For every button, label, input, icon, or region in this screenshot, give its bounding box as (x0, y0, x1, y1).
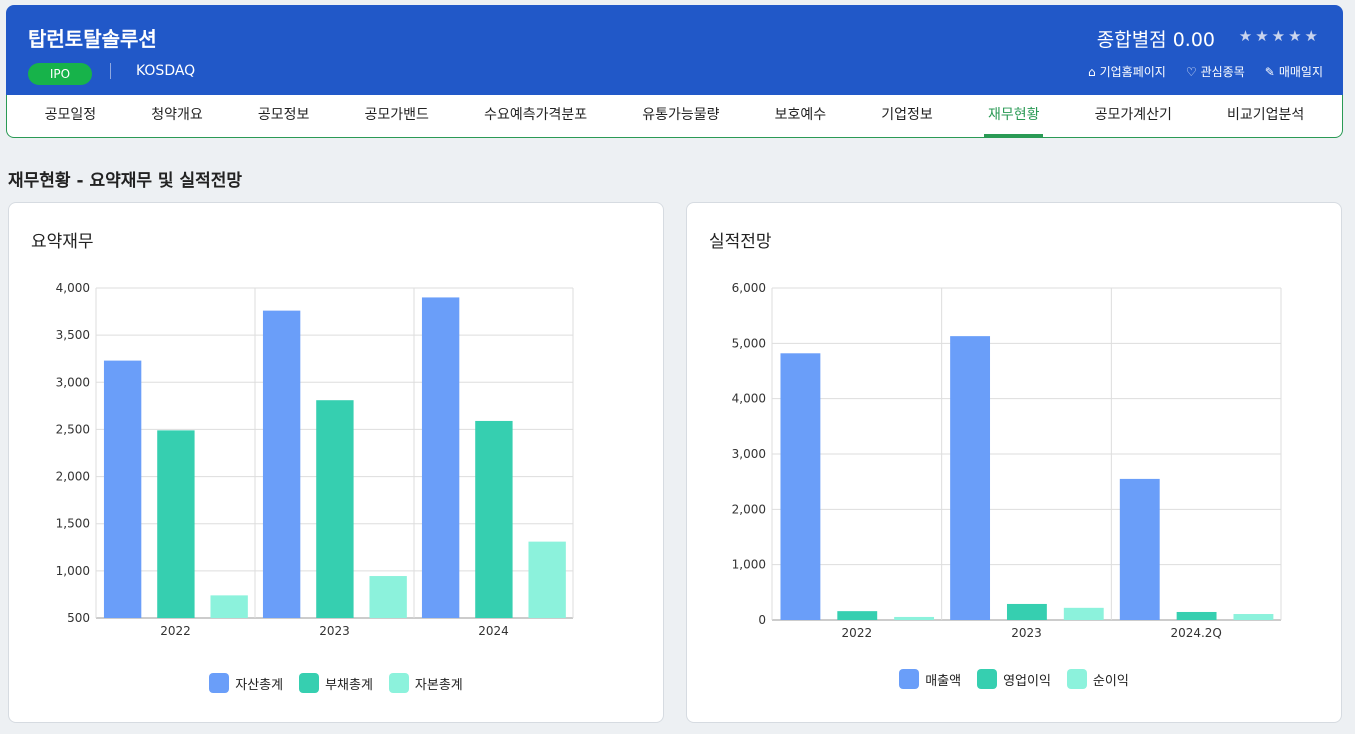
bar-부채총계-2022[interactable] (157, 430, 195, 618)
legend-item[interactable]: 자산총계 (209, 673, 283, 693)
tab-3[interactable]: 공모가밴드 (364, 107, 429, 123)
bar-부채총계-2024[interactable] (475, 420, 513, 618)
tab-2[interactable]: 공모정보 (257, 107, 310, 123)
tab-4[interactable]: 수요예측가격분포 (484, 107, 588, 123)
chart-title: 실적전망 (709, 232, 772, 252)
legend-item[interactable]: 영업이익 (977, 669, 1051, 689)
bar-자본총계-2022[interactable] (210, 595, 248, 618)
bar-chart: 0 1,000 2,000 3,000 4,000 5,000 6,000 2022 2023 2… (732, 281, 1282, 640)
legend-swatch (977, 669, 998, 689)
trade-journal-link[interactable]: ✎ 매매일지 (1264, 65, 1323, 79)
bar-자산총계-2022[interactable] (103, 360, 142, 618)
star-rating[interactable]: ★★★★★ (1238, 27, 1321, 45)
market-label: KOSDAQ (136, 63, 196, 79)
bar-chart: 500 1,000 1,500 2,000 2,500 3,000 3,500 4,000 20… (56, 281, 574, 638)
home-icon: ⌂ (1087, 65, 1096, 79)
tab-7[interactable]: 기업정보 (881, 107, 933, 123)
legend-item[interactable]: 자본총계 (388, 673, 463, 693)
bar-자본총계-2024[interactable] (528, 541, 566, 618)
legend-swatch (209, 673, 230, 693)
company-header: 탑런토탈솔루션 IPO KOSDAQ 종합별점 0.00 ★★★★★ ⌂ 기업홈페… (6, 5, 1343, 95)
bar-순이익-2023[interactable] (1063, 607, 1104, 620)
bar-자본총계-2023[interactable] (369, 576, 407, 618)
chart-legend: 매출액 영업이익 순이익 (687, 669, 1341, 689)
legend-label: 영업이익 (1003, 673, 1051, 689)
y-tick-label: 2,000 (56, 470, 90, 484)
y-tick-label: 2,500 (56, 422, 90, 436)
y-tick-label: 4,000 (56, 281, 90, 295)
bar-영업이익-2023[interactable] (1006, 603, 1047, 620)
x-tick-label: 2022 (842, 626, 873, 640)
section-title: 재무현황 - 요약재무 및 실적전망 (8, 171, 243, 191)
watchlist-link[interactable]: ♡ 관심종목 (1185, 65, 1245, 79)
bar-순이익-2024.2Q[interactable] (1233, 614, 1274, 620)
summary-financials-card: 요약재무 500 1,000 1,500 2,000 2,500 3,000 3,500 4,… (8, 202, 664, 723)
divider (110, 63, 111, 79)
legend-label: 매출액 (925, 673, 962, 689)
legend-label: 부채총계 (325, 677, 373, 693)
legend-swatch (299, 673, 320, 693)
chart-title: 요약재무 (31, 232, 94, 252)
y-tick-label: 3,500 (56, 328, 90, 342)
x-tick-label: 2024.2Q (1170, 626, 1221, 640)
y-tick-label: 1,000 (732, 558, 766, 572)
y-tick-label: 5,000 (732, 336, 766, 350)
earnings-forecast-card: 실적전망 0 1,000 2,000 3,000 4,000 5,000 6,000 2022… (686, 202, 1342, 723)
y-tick-label: 4,000 (732, 392, 766, 406)
x-tick-label: 2023 (1011, 626, 1042, 640)
x-tick-label: 2022 (160, 624, 191, 638)
bar-부채총계-2023[interactable] (316, 400, 354, 618)
y-tick-label: 3,000 (56, 375, 90, 389)
tab-0[interactable]: 공모일정 (44, 107, 97, 123)
legend-item[interactable]: 부채총계 (299, 673, 373, 693)
pencil-icon: ✎ (1264, 65, 1275, 79)
overall-score: 종합별점 0.00 (1096, 29, 1215, 51)
tab-bar: 공모일정 청약개요 공모정보 공모가밴드 수요예측가격분포 유통가능물량 보호예수 기업정보 재… (6, 95, 1343, 138)
tab-10[interactable]: 비교기업분석 (1227, 107, 1305, 123)
y-tick-label: 2,000 (732, 502, 766, 516)
tab-1[interactable]: 청약개요 (151, 107, 203, 123)
bar-영업이익-2024.2Q[interactable] (1176, 611, 1217, 620)
bar-매출액-2024.2Q[interactable] (1119, 478, 1160, 620)
y-tick-label: 0 (758, 613, 766, 627)
bar-매출액-2023[interactable] (950, 336, 991, 620)
y-tick-label: 6,000 (732, 281, 766, 295)
legend-swatch (388, 673, 409, 693)
tab-9[interactable]: 공모가계산기 (1094, 107, 1172, 123)
homepage-link[interactable]: ⌂ 기업홈페이지 (1087, 65, 1166, 79)
bar-매출액-2022[interactable] (780, 353, 821, 620)
tab-8[interactable]: 재무현황 (983, 95, 1044, 137)
tab-6[interactable]: 보호예수 (774, 107, 827, 123)
y-tick-label: 3,000 (732, 447, 766, 461)
chart-legend: 자산총계 부채총계 자본총계 (9, 673, 663, 693)
legend-label: 순이익 (1092, 673, 1129, 689)
legend-item[interactable]: 순이익 (1066, 669, 1129, 689)
legend-label: 자산총계 (235, 677, 284, 693)
bar-영업이익-2022[interactable] (837, 611, 878, 620)
tab-5[interactable]: 유통가능물량 (642, 107, 720, 123)
y-tick-label: 1,500 (56, 517, 90, 531)
bar-자산총계-2024[interactable] (421, 297, 460, 618)
legend-label: 자본총계 (414, 677, 463, 693)
y-tick-label: 1,000 (56, 564, 90, 578)
legend-item[interactable]: 매출액 (899, 669, 961, 689)
legend-swatch (899, 669, 920, 689)
legend-swatch (1066, 669, 1087, 689)
bar-자산총계-2023[interactable] (262, 310, 301, 618)
x-tick-label: 2023 (319, 624, 350, 638)
ipo-badge: IPO (28, 63, 92, 85)
y-tick-label: 500 (67, 611, 90, 625)
x-tick-label: 2024 (478, 624, 509, 638)
bar-순이익-2022[interactable] (894, 616, 935, 620)
company-name: 탑런토탈솔루션 (28, 27, 157, 51)
heart-icon: ♡ (1185, 65, 1197, 79)
